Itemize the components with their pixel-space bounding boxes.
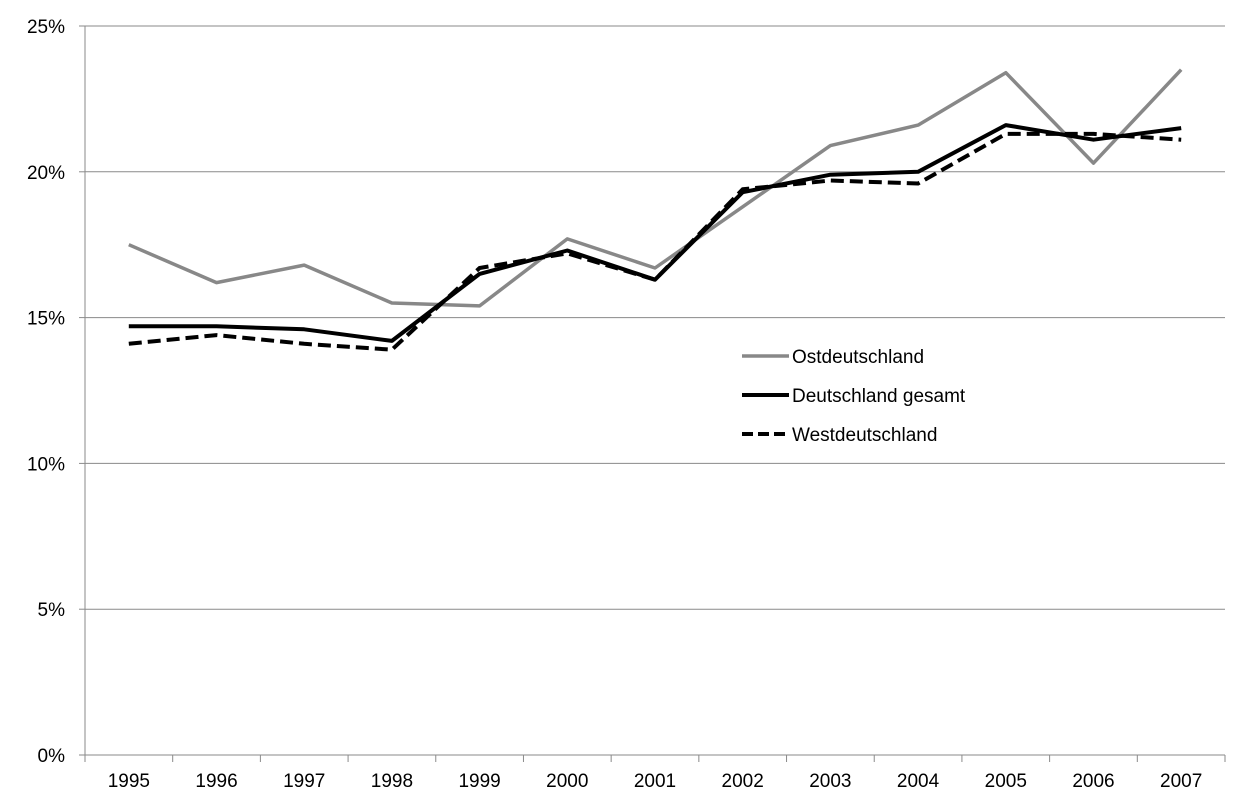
x-tick-label: 2006: [1072, 771, 1114, 792]
x-tick-label: 1999: [458, 771, 500, 792]
series-line-westdeutschland: [128, 131, 1182, 352]
x-tick-label: 2002: [722, 771, 764, 792]
y-tick-label: 10%: [27, 454, 65, 475]
x-tick-label: 2004: [897, 771, 940, 792]
y-tick-label: 0%: [38, 746, 66, 767]
y-tick-label: 15%: [27, 309, 65, 330]
x-tick-label: 2005: [985, 771, 1027, 792]
x-tick-label: 2001: [634, 771, 676, 792]
axes: [84, 26, 1225, 756]
x-tick-labels: 1995 1996 1997 1998 1999 2000 2001 2002 2003 2004…: [84, 755, 1226, 792]
legend-label-ostdeutschland: Ostdeutschland: [792, 347, 924, 368]
x-tick-label: 1996: [195, 771, 237, 792]
gridlines: [85, 25, 1225, 610]
x-tick-label: 2000: [546, 771, 588, 792]
x-tick-label: 1997: [283, 771, 325, 792]
legend-label-deutschland-gesamt: Deutschland gesamt: [792, 386, 966, 407]
x-tick-label: 1998: [371, 771, 413, 792]
y-tick-label: 25%: [27, 17, 65, 38]
y-tick-label: 5%: [38, 600, 66, 621]
y-tick-label: 20%: [27, 163, 65, 184]
x-tick-label: 2007: [1160, 771, 1202, 792]
series-line-deutschland-gesamt: [128, 123, 1182, 343]
x-tick-label: 1995: [108, 771, 150, 792]
series-lines: [128, 68, 1183, 352]
series-line-ostdeutschland: [128, 68, 1183, 308]
legend: Ostdeutschland Deutschland gesamt Westdeut…: [742, 347, 966, 446]
x-tick-label: 2003: [809, 771, 851, 792]
legend-label-westdeutschland: Westdeutschland: [792, 425, 937, 446]
y-tick-labels: 0% 5% 10% 15% 20% 25%: [27, 17, 85, 767]
